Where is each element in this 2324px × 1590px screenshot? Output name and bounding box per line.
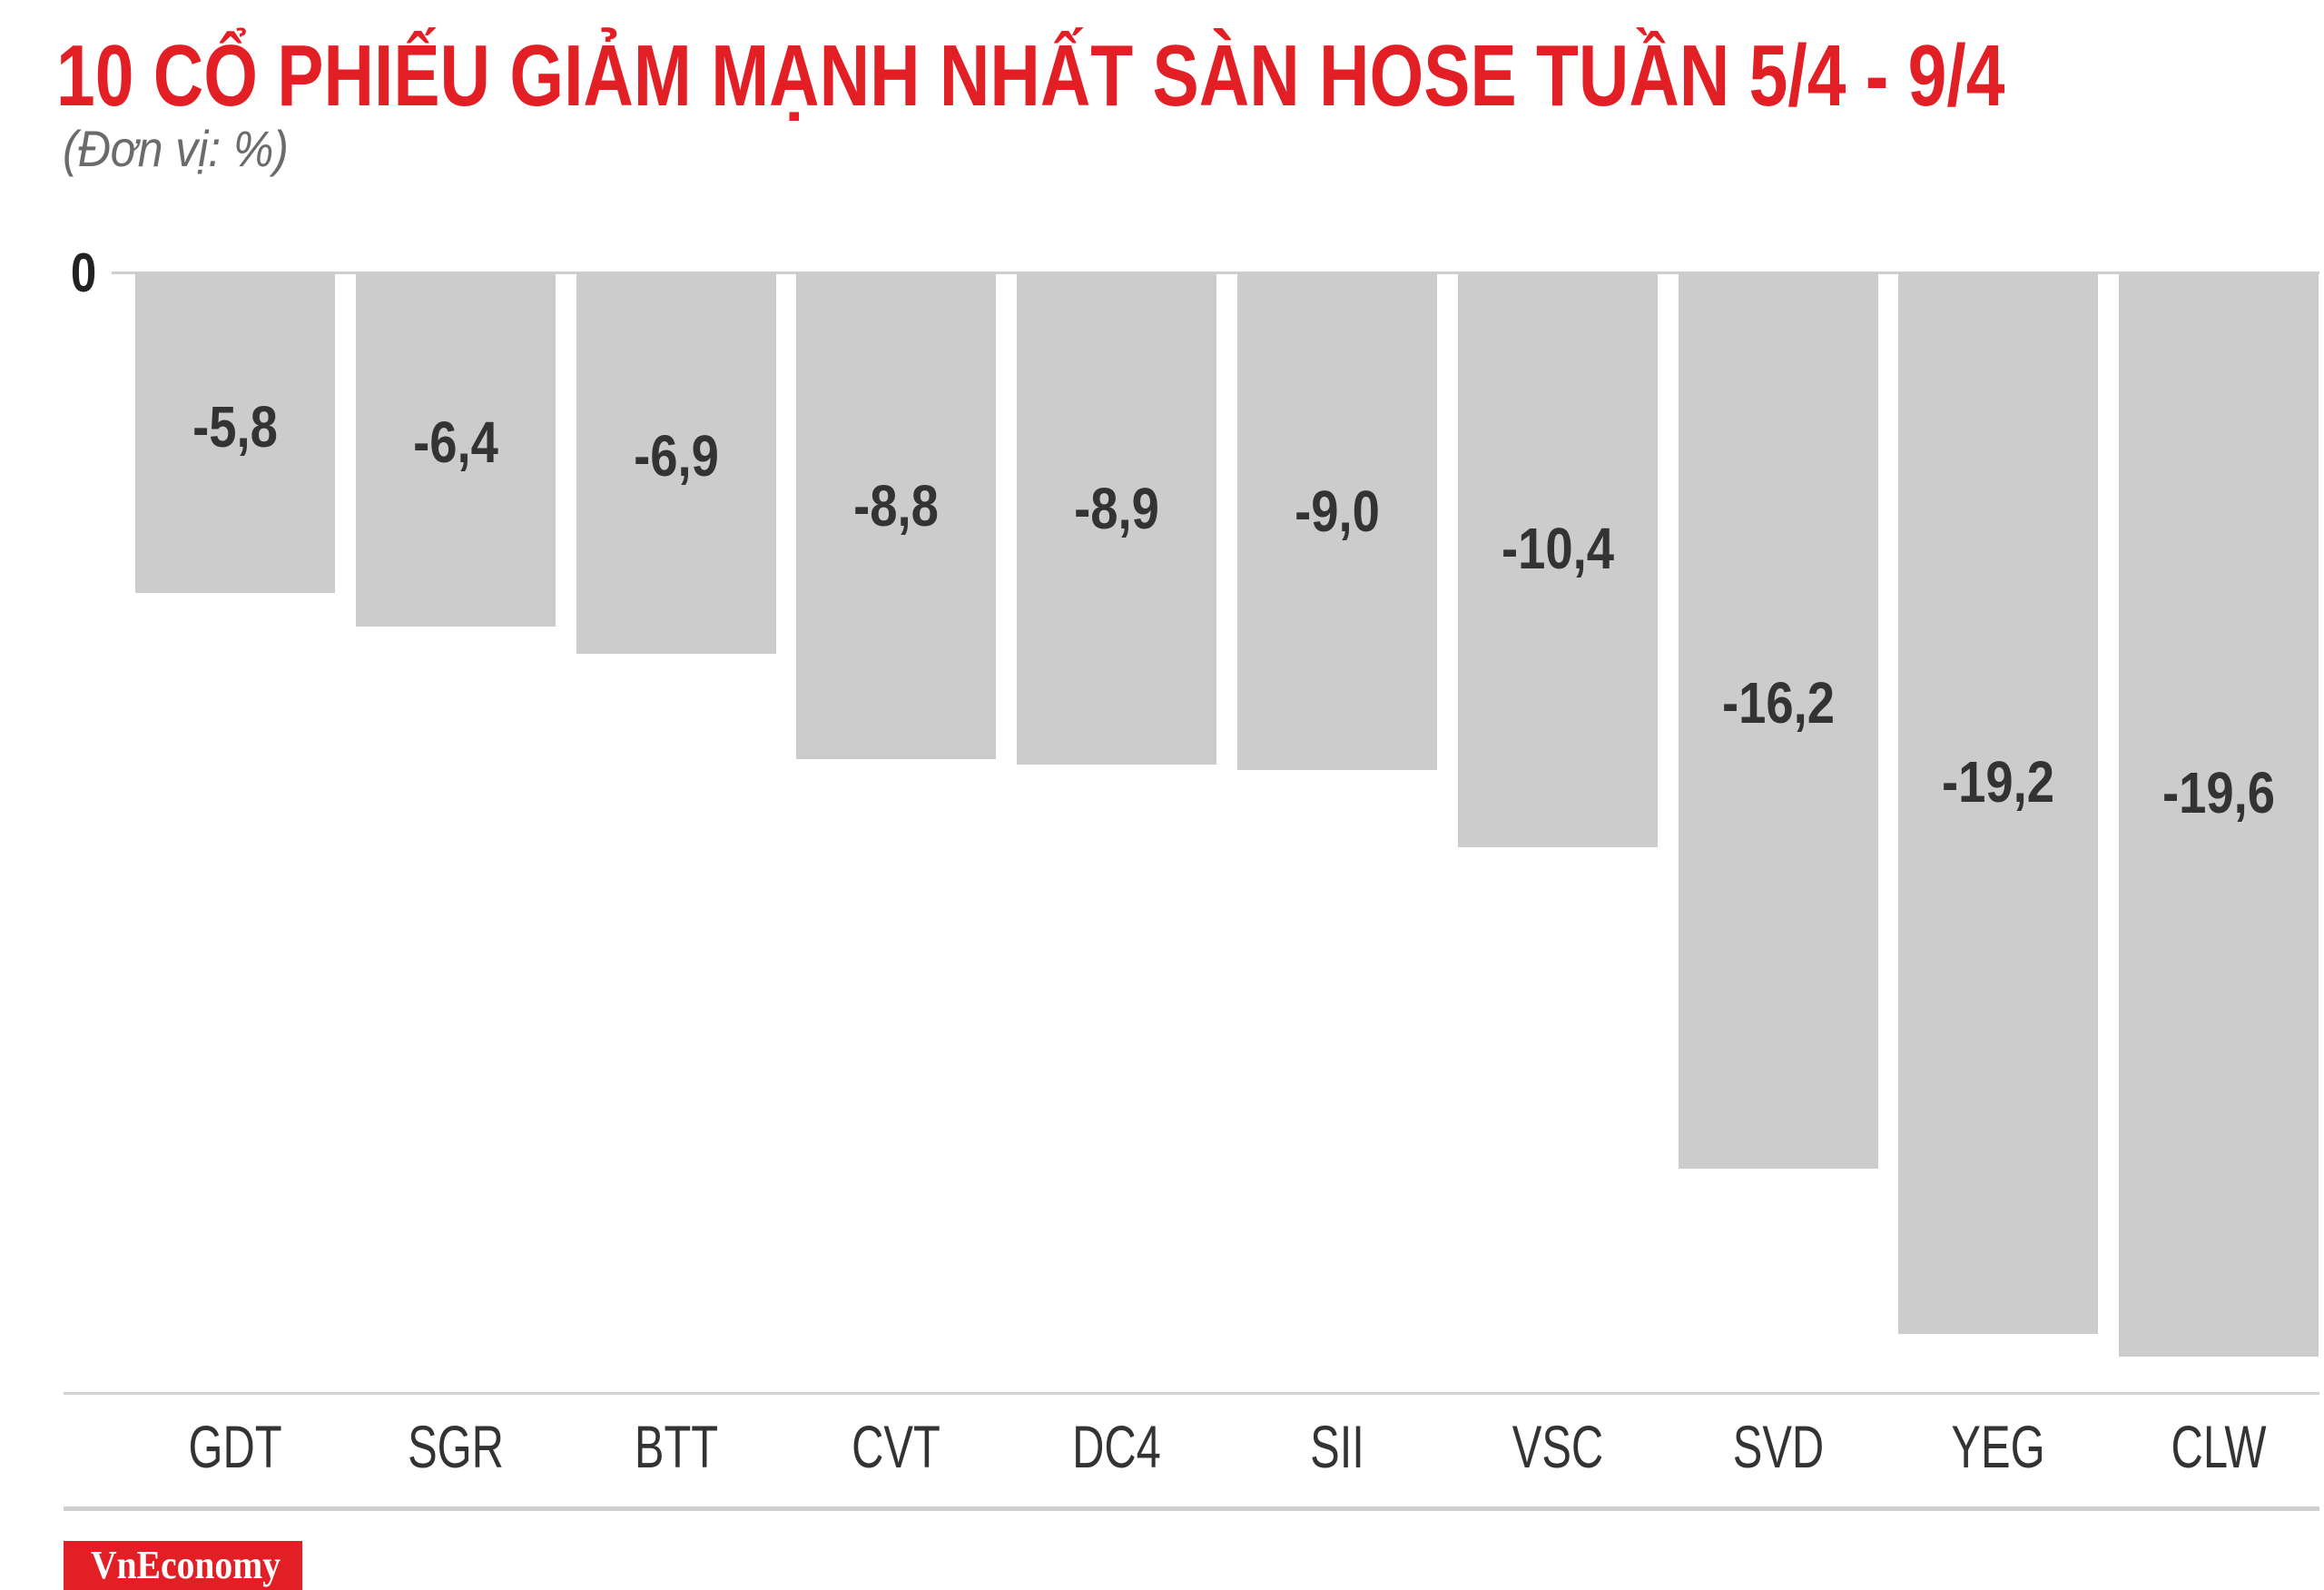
bar-clw: [2119, 272, 2319, 1357]
bar-cvt: [796, 272, 997, 759]
value-label-dc4: -8,9: [1074, 476, 1160, 542]
category-label-svd: SVD: [1732, 1413, 1824, 1480]
value-label-yeg: -19,2: [1942, 749, 2055, 815]
category-label-sgr: SGR: [407, 1413, 504, 1480]
category-label-btt: BTT: [634, 1413, 718, 1480]
value-label-cvt: -8,8: [853, 473, 940, 539]
vneconomy-logo: VnEconomy: [64, 1541, 302, 1590]
unit-subtitle: (Đơn vị: %): [63, 120, 289, 177]
logo-text: VnEconomy: [91, 1543, 281, 1587]
category-label-gdt: GDT: [188, 1413, 282, 1480]
category-label-sii: SII: [1310, 1413, 1364, 1480]
category-label-cvt: CVT: [852, 1413, 941, 1480]
bar-gdt: [135, 272, 335, 594]
category-label-yeg: YEG: [1951, 1413, 2045, 1480]
value-label-sii: -9,0: [1295, 479, 1380, 545]
bar-yeg: [1898, 272, 2099, 1335]
category-label-dc4: DC4: [1072, 1413, 1162, 1480]
chart-title: 10 CỔ PHIẾU GIẢM MẠNH NHẤT SÀN HOSE TUẦN…: [56, 27, 2005, 124]
footer-divider: [64, 1506, 2319, 1511]
bar-svd: [1678, 272, 1878, 1169]
category-label-vsc: VSC: [1512, 1413, 1604, 1480]
value-label-gdt: -5,8: [192, 393, 278, 459]
bar-btt: [576, 272, 776, 655]
value-label-sgr: -6,4: [412, 410, 498, 476]
bar-dc4: [1017, 272, 1217, 765]
x-axis-line: [64, 1392, 2319, 1395]
value-label-btt: -6,9: [633, 422, 719, 489]
value-label-clw: -19,6: [2162, 759, 2276, 825]
bar-sii: [1237, 272, 1437, 771]
value-label-vsc: -10,4: [1501, 516, 1614, 581]
y-tick-label-zero: 0: [70, 242, 97, 303]
category-label-clw: CLW: [2171, 1413, 2267, 1480]
bar-sgr: [355, 272, 556, 627]
bar-vsc: [1457, 272, 1658, 848]
value-label-svd: -16,2: [1721, 669, 1835, 736]
